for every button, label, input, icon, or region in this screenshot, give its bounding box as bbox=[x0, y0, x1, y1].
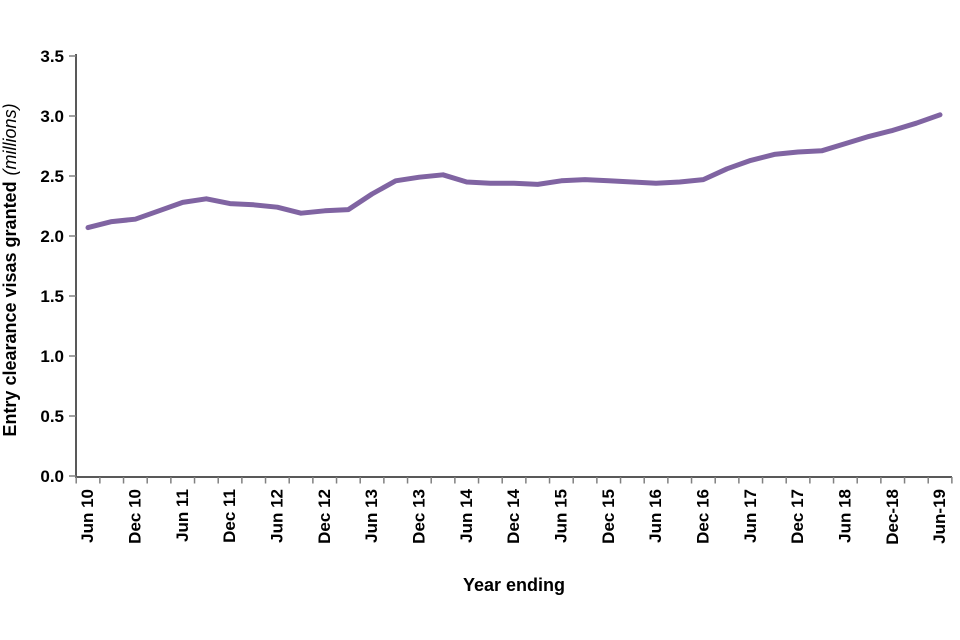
x-tick-label: Dec 11 bbox=[220, 489, 239, 543]
x-tick-label: Dec-18 bbox=[883, 489, 902, 545]
visas-granted-line bbox=[85, 112, 943, 231]
y-axis-title-text: Entry clearance visas granted bbox=[0, 181, 20, 436]
x-tick-label: Dec 10 bbox=[125, 489, 144, 544]
x-tick-label: Dec 17 bbox=[788, 489, 807, 544]
y-tick-label: 0.0 bbox=[40, 467, 64, 486]
x-tick-label: Dec 15 bbox=[599, 489, 618, 544]
y-tick-label: 1.0 bbox=[40, 347, 64, 366]
x-tick-label: Jun 12 bbox=[267, 489, 286, 543]
x-tick-label: Dec 16 bbox=[693, 489, 712, 544]
x-tick-label: Dec 12 bbox=[315, 489, 334, 544]
y-tick-label: 2.0 bbox=[40, 227, 64, 246]
x-tick-label: Jun-19 bbox=[930, 489, 949, 544]
y-tick-label: 1.5 bbox=[40, 287, 64, 306]
x-tick-label: Jun 13 bbox=[362, 489, 381, 543]
x-tick-label: Jun 14 bbox=[457, 488, 476, 542]
y-tick-label: 2.5 bbox=[40, 167, 64, 186]
x-tick-label: Dec 13 bbox=[409, 489, 428, 544]
chart-generated-layer: 0.0 0.5 1.0 1.5 2.0 2.5 3.0 3.5 Jun 10 Dec 10 Jun … bbox=[40, 47, 953, 545]
x-tick-label: Jun 16 bbox=[646, 489, 665, 543]
y-tick-label: 0.5 bbox=[40, 407, 64, 426]
x-tick-label: Jun 11 bbox=[173, 489, 192, 542]
x-tick-label: Jun 15 bbox=[551, 489, 570, 543]
x-tick-label: Jun 10 bbox=[78, 489, 97, 543]
x-tick-label: Jun 17 bbox=[741, 489, 760, 543]
x-tick-label: Dec 14 bbox=[504, 488, 523, 543]
y-tick-label: 3.0 bbox=[40, 107, 64, 126]
y-axis-unit-text: (millions) bbox=[0, 103, 20, 175]
x-tick-label: Jun 18 bbox=[835, 489, 854, 543]
y-tick-label: 3.5 bbox=[40, 47, 64, 66]
y-axis-title: Entry clearance visas granted (millions) bbox=[0, 103, 20, 436]
x-axis-title: Year ending bbox=[463, 575, 565, 595]
